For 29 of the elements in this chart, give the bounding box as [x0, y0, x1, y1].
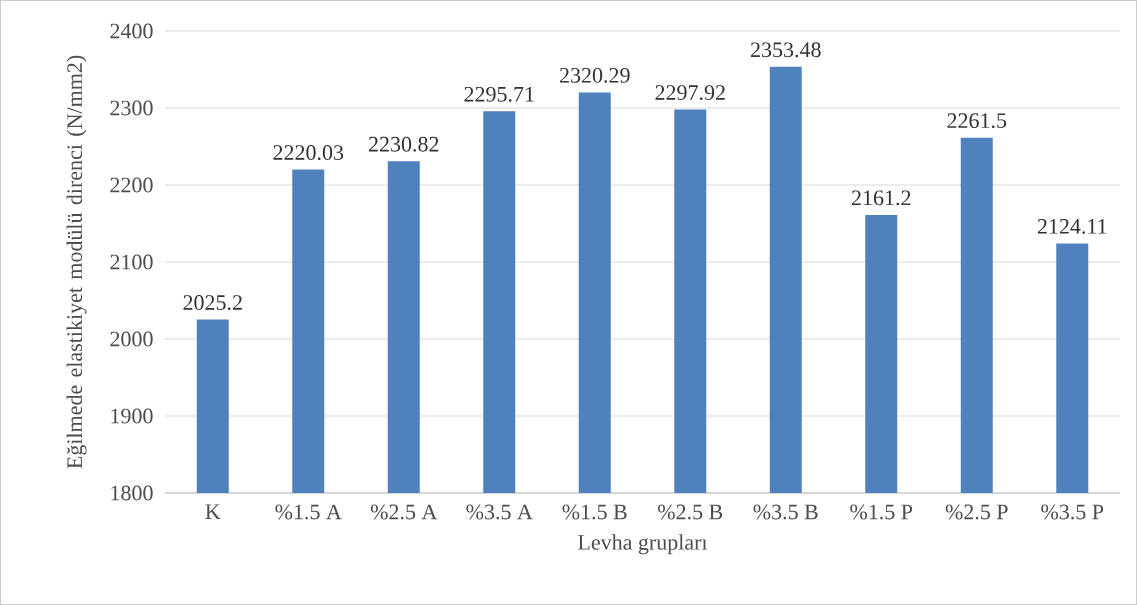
- x-tick-label: %1.5 B: [562, 504, 627, 520]
- data-label: 2161.2: [851, 190, 911, 206]
- y-tick-label: 2400: [110, 23, 153, 39]
- data-label: 2220.03: [273, 145, 344, 161]
- y-tick-label: 1800: [111, 485, 153, 501]
- y-tick-label: 2200: [110, 177, 153, 193]
- data-label: 2297.92: [655, 85, 725, 101]
- data-label: 2295.71: [464, 86, 534, 102]
- data-label: 2261.5: [947, 113, 1007, 129]
- x-axis-title: Levha grupları: [578, 534, 708, 555]
- y-tick-label: 2100: [110, 254, 153, 270]
- x-tick-label: K: [205, 504, 221, 519]
- x-tick-label: %3.5 A: [466, 504, 533, 520]
- x-tick-label: %2.5 P: [945, 504, 1008, 520]
- data-label: 2320.29: [559, 67, 630, 83]
- x-tick-label: %1.5 P: [850, 504, 913, 520]
- data-label: 2353.48: [750, 42, 821, 58]
- y-tick-label: 2300: [110, 100, 153, 116]
- data-label: 2025.2: [183, 295, 242, 311]
- y-axis-title: Eğilmede elastikiyet modülü direnci (N/mm2): [66, 55, 87, 469]
- x-tick-label: %3.5 B: [753, 504, 818, 520]
- x-tick-label: %2.5 B: [658, 504, 723, 520]
- data-label: 2230.82: [368, 136, 439, 152]
- x-tick-label: %1.5 A: [275, 504, 342, 520]
- x-tick-label: %3.5 P: [1041, 504, 1104, 520]
- y-tick-label: 2000: [110, 331, 153, 347]
- data-label: 2124.11: [1037, 219, 1107, 234]
- x-tick-label: %2.5 A: [370, 504, 438, 520]
- y-tick-label: 1900: [111, 408, 153, 424]
